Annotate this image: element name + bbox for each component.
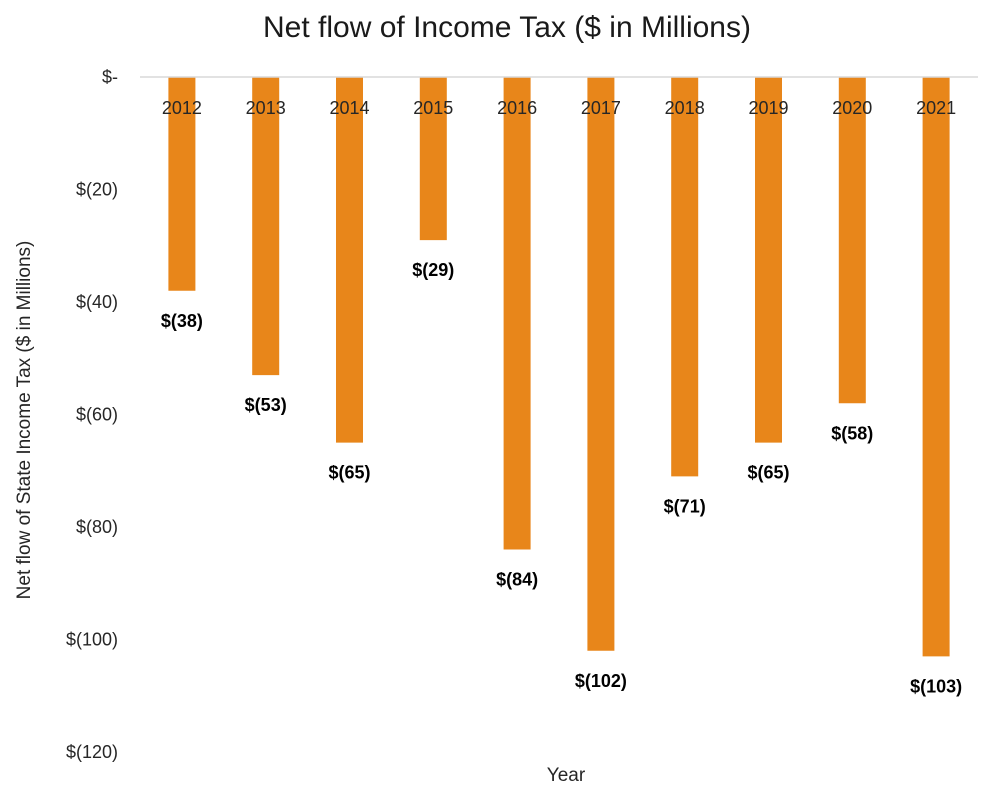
x-tick-label: 2020 [832,98,872,118]
x-tick-label: 2021 [916,98,956,118]
bar [252,77,280,376]
data-label: $(71) [664,496,706,516]
x-axis-title: Year [547,765,586,786]
bar [336,77,363,443]
x-tick-label: 2014 [329,98,369,118]
x-tick-label: 2015 [413,98,453,118]
data-label: $(29) [412,260,454,280]
bar [671,77,699,477]
bar [587,77,615,651]
y-tick-label: $(20) [76,180,118,200]
data-label: $(84) [496,570,538,590]
x-tick-label: 2013 [246,98,286,118]
bar [922,77,950,657]
y-tick-label: $(120) [66,742,118,762]
x-tick-label: 2016 [497,98,537,118]
data-label: $(58) [831,423,873,443]
y-tick-label: $(80) [76,517,118,537]
data-label: $(65) [328,463,370,483]
y-axis: $- $(20) $(40) $(60) $(80) $(100) $(120) [66,67,118,762]
data-labels: $(38) $(53) $(65) $(29) $(84) $(102) $(71) $(65… [161,260,962,696]
bar [503,77,531,550]
y-tick-label: $(100) [66,630,118,650]
bar [838,77,866,404]
x-axis: 2012 2013 2014 2015 2016 2017 2018 2019 2020 2021 [162,98,956,118]
bar [419,77,447,241]
bars [168,77,950,657]
data-label: $(53) [245,395,287,415]
data-label: $(102) [575,671,627,691]
data-label: $(38) [161,311,203,331]
x-tick-label: 2012 [162,98,202,118]
y-tick-label: $(40) [76,292,118,312]
y-tick-label: $(60) [76,405,118,425]
x-tick-label: 2019 [748,98,788,118]
x-tick-label: 2018 [665,98,705,118]
data-label: $(65) [747,463,789,483]
chart-title: Net flow of Income Tax ($ in Millions) [263,11,751,44]
bar [168,77,196,291]
data-label: $(103) [910,676,962,696]
y-axis-title: Net flow of State Income Tax ($ in Milli… [14,241,35,600]
bar [755,77,782,443]
y-tick-label: $- [102,67,118,87]
x-tick-label: 2017 [581,98,621,118]
